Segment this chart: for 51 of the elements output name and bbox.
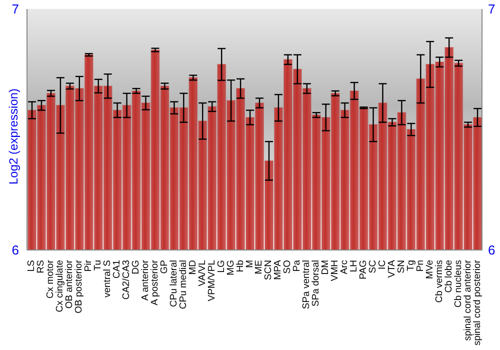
- x-tick-label: LS: [26, 260, 38, 272]
- x-tick-label: MPA: [272, 259, 284, 280]
- x-tick-label: spinal cord posterior: [472, 260, 483, 346]
- x-tick-label: Hb: [234, 260, 246, 272]
- x-tick-label: SCN: [263, 260, 274, 280]
- x-tick-label: SC: [367, 260, 378, 274]
- x-tick-label: OB anterior: [64, 260, 76, 309]
- x-tick-label: MG: [225, 260, 236, 276]
- y2-tick-label: 7: [488, 2, 496, 17]
- x-tick-label: VPM/VPL: [206, 260, 218, 302]
- x-tick-label: CPu medial: [178, 260, 189, 310]
- x-tick-label: RS: [36, 260, 47, 274]
- x-tick-label: M: [244, 260, 256, 268]
- x-tick-label: ventral S: [102, 260, 114, 298]
- y-axis-title: Log2 (expression): [6, 88, 20, 184]
- x-tick-label: SO: [282, 260, 294, 274]
- x-tick-label: OB posterior: [74, 260, 85, 314]
- x-tick-label: ME: [254, 260, 265, 274]
- x-tick-label: Cx motor: [45, 260, 56, 299]
- x-tick-label: LG: [216, 260, 227, 273]
- x-tick-label: VMH: [330, 260, 341, 282]
- x-tick-label: VTA: [386, 259, 398, 278]
- x-tick-label: CA1: [112, 260, 123, 278]
- x-tick-label: Cb lobe: [443, 260, 454, 293]
- x-tick-label: Cb nucleus: [452, 260, 464, 308]
- x-tick-label: Tu: [92, 260, 104, 271]
- x-tick-label: GP: [158, 260, 170, 274]
- x-tick-label: A posterior: [149, 260, 160, 306]
- y2-tick-label: 6: [488, 242, 496, 258]
- x-tick-label: Arc: [339, 260, 350, 274]
- x-tick-label: PAG: [358, 260, 370, 280]
- x-tick-label: VA/VL: [196, 260, 208, 286]
- x-tick-label: CA2/CA3: [121, 260, 132, 300]
- x-tick-label: A anterior: [140, 260, 151, 301]
- x-tick-label: Tg: [405, 260, 416, 272]
- x-tick-label: MD: [187, 260, 198, 275]
- x-tick-label: SN: [396, 260, 407, 274]
- x-tick-label: IC: [376, 260, 388, 270]
- x-tick-label: MVe: [424, 260, 436, 280]
- x-tick-label: DM: [320, 260, 332, 275]
- x-tick-label: Cx cingulate: [54, 260, 66, 312]
- x-tick-label: Pn: [414, 260, 426, 272]
- x-tick-label: SPa dorsal: [310, 260, 322, 306]
- x-tick-label: Pa: [292, 259, 303, 272]
- x-tick-label: Pir: [83, 260, 94, 272]
- x-tick-label: CPu lateral: [168, 260, 180, 307]
- x-tick-label: SPa ventral: [301, 260, 312, 310]
- x-tick-label: Cb vermis: [434, 260, 445, 303]
- x-tick-label: LH: [348, 260, 360, 272]
- x-tick-label: DG: [130, 260, 142, 274]
- x-tick-label: spinal cord anterior: [462, 260, 474, 341]
